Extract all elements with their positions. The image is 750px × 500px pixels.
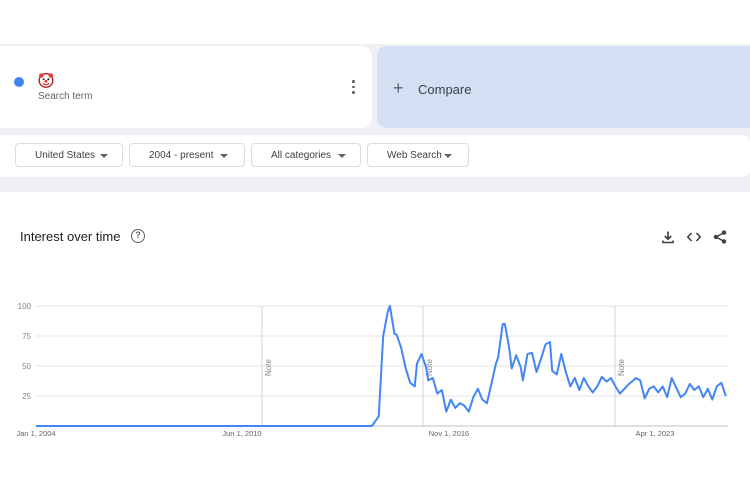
clown-emoji-icon — [38, 72, 54, 89]
chart-title: Interest over time — [20, 229, 121, 244]
download-icon[interactable] — [660, 229, 676, 245]
compare-label: Compare — [418, 82, 472, 97]
search-type-dropdown[interactable]: Web Search — [367, 143, 469, 167]
time-range-dropdown-label: 2004 - present — [149, 150, 214, 161]
region-dropdown-label: United States — [35, 150, 96, 161]
compare-button[interactable] — [377, 46, 750, 128]
series-color-dot — [14, 77, 24, 87]
chevron-down-icon — [100, 154, 108, 158]
embed-icon[interactable] — [686, 229, 702, 245]
search-term-card[interactable] — [0, 46, 372, 128]
category-dropdown[interactable]: All categories — [251, 143, 361, 167]
search-type-dropdown-label: Web Search — [387, 150, 442, 161]
region-dropdown[interactable]: United States — [15, 143, 123, 167]
search-term-value[interactable] — [38, 72, 54, 89]
more-options-icon[interactable] — [346, 78, 360, 96]
plus-icon: + — [393, 78, 404, 98]
chevron-down-icon — [338, 154, 346, 158]
search-term-label: Search term — [38, 91, 93, 102]
chevron-down-icon — [444, 154, 452, 158]
top-bar — [0, 0, 750, 44]
category-dropdown-label: All categories — [271, 150, 332, 161]
chevron-down-icon — [220, 154, 228, 158]
time-range-dropdown[interactable]: 2004 - present — [129, 143, 245, 167]
help-icon[interactable]: ? — [131, 229, 145, 243]
share-icon[interactable] — [712, 229, 728, 245]
interest-over-time-card — [0, 208, 750, 500]
